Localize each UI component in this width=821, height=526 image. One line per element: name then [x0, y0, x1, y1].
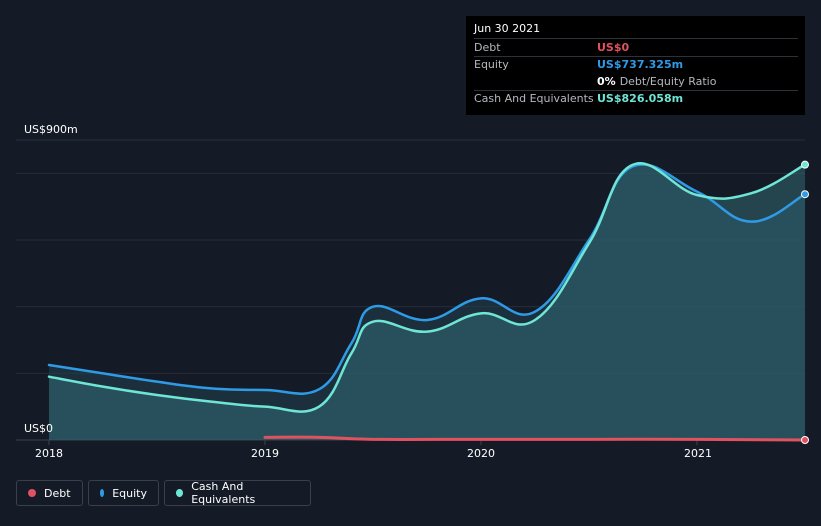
legend-debt-label: Debt	[44, 486, 71, 500]
tooltip-ratio-value: 0%	[597, 74, 616, 88]
equity-dot-icon	[100, 489, 105, 497]
x-tick-label-2018: 2018	[35, 447, 63, 460]
tooltip-debt-label: Debt	[474, 40, 501, 54]
tooltip-cash-label: Cash And Equivalents	[474, 92, 594, 106]
tooltip-row-cash: Cash And Equivalents US$826.058m	[474, 89, 798, 108]
marker-equity	[801, 190, 809, 199]
cash-dot-icon	[176, 489, 184, 497]
marker-cash	[801, 160, 809, 169]
end-markers	[801, 160, 809, 444]
tooltip-date: Jun 30 2021	[474, 22, 541, 35]
legend-item-debt[interactable]: Debt	[16, 480, 83, 506]
chart-legend: Debt Equity Cash And Equivalents	[16, 480, 311, 506]
line-debt	[263, 435, 807, 442]
y-tick-label-zero: US$0	[24, 422, 54, 435]
tooltip-equity-label: Equity	[474, 58, 509, 72]
line-equity	[47, 163, 807, 395]
x-tick-label-2019: 2019	[251, 447, 279, 460]
x-tick-label-2020: 2020	[467, 447, 495, 460]
data-tooltip: Jun 30 2021 Debt US$0 Equity US$737.325m…	[466, 16, 805, 115]
marker-debt	[801, 436, 809, 444]
tooltip-row-ratio: 0% Debt/Equity Ratio	[474, 73, 798, 90]
legend-equity-label: Equity	[112, 486, 147, 500]
tooltip-debt-value: US$0	[597, 40, 630, 54]
tooltip-ratio-label: Debt/Equity Ratio	[619, 74, 717, 88]
tooltip-equity-value: US$737.325m	[597, 58, 684, 72]
legend-cash-label: Cash And Equivalents	[191, 480, 256, 506]
series-lines	[47, 162, 807, 442]
debt-dot-icon	[28, 489, 36, 497]
x-tick-label-2021: 2021	[684, 447, 712, 460]
legend-item-cash[interactable]: Cash And Equivalents	[164, 480, 311, 506]
area-cash	[49, 163, 805, 440]
tooltip-cash-value: US$826.058m	[597, 92, 684, 106]
tooltip-row-equity: Equity US$737.325m	[474, 55, 798, 74]
area-fills	[49, 163, 805, 440]
line-cash	[47, 162, 807, 413]
y-tick-label-max: US$900m	[24, 123, 78, 136]
area-equity	[49, 164, 805, 440]
legend-item-equity[interactable]: Equity	[88, 480, 159, 506]
tooltip-row-debt: Debt US$0	[474, 38, 798, 56]
